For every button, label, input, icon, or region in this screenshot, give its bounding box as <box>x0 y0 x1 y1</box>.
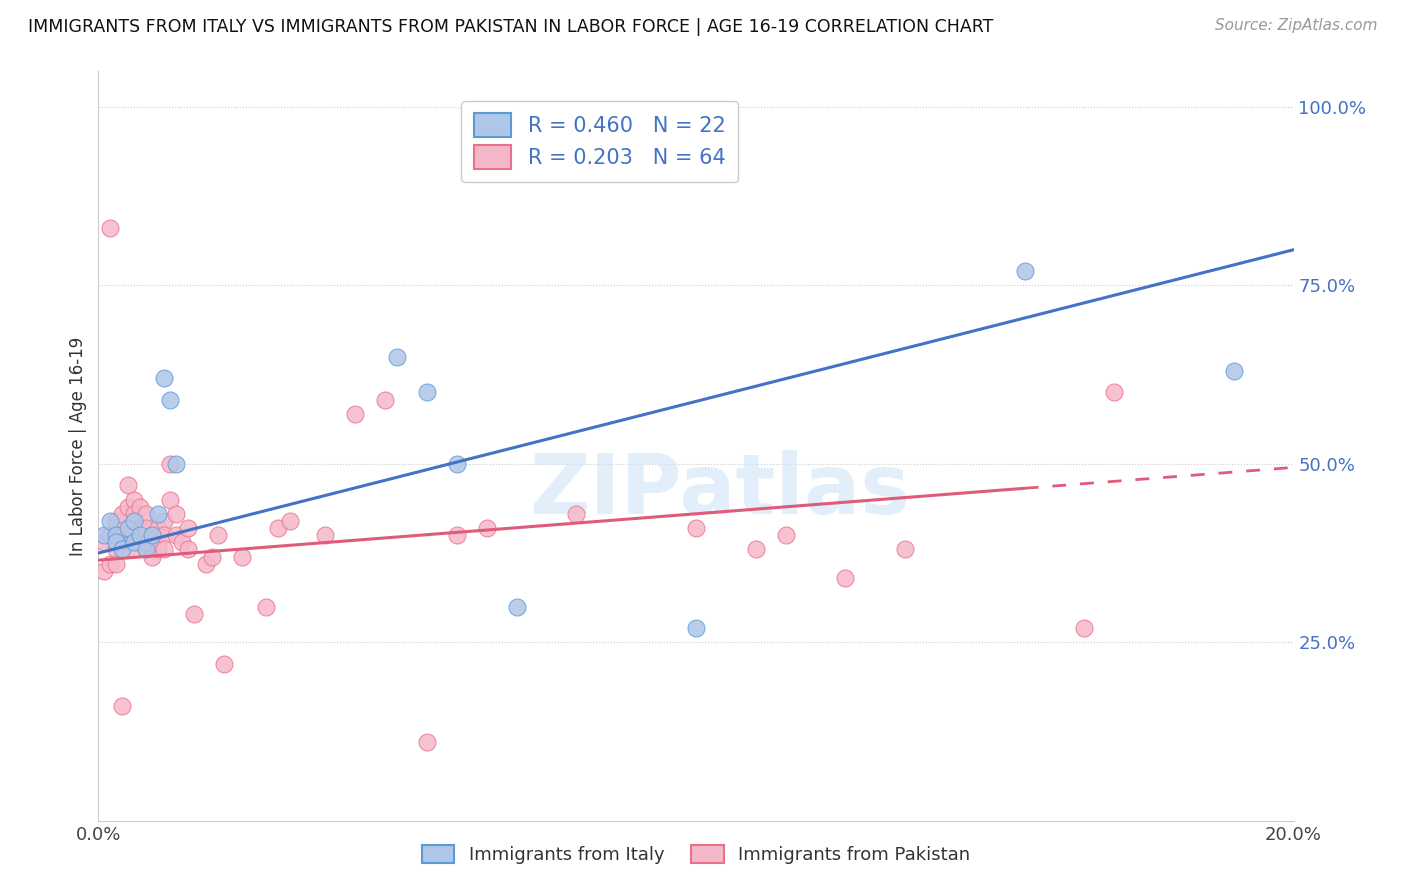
Point <box>207 528 229 542</box>
Point <box>685 521 707 535</box>
Point <box>159 492 181 507</box>
Point <box>1073 621 1095 635</box>
Point <box>93 528 115 542</box>
Point <box>124 542 146 557</box>
Point <box>446 457 468 471</box>
Point <box>135 507 157 521</box>
Point <box>565 507 588 521</box>
Point <box>153 542 176 557</box>
Point <box>129 535 152 549</box>
Point <box>98 514 122 528</box>
Point <box>98 557 122 571</box>
Point <box>148 535 170 549</box>
Point <box>135 542 157 557</box>
Point <box>117 528 139 542</box>
Point <box>177 521 200 535</box>
Point <box>165 457 187 471</box>
Point <box>111 542 134 557</box>
Point <box>148 521 170 535</box>
Point <box>111 528 134 542</box>
Point <box>267 521 290 535</box>
Point <box>124 514 146 528</box>
Point <box>105 528 128 542</box>
Point <box>135 521 157 535</box>
Point <box>129 528 152 542</box>
Point <box>141 528 163 542</box>
Point <box>93 564 115 578</box>
Point <box>165 507 187 521</box>
Point <box>177 542 200 557</box>
Point <box>148 542 170 557</box>
Point <box>117 500 139 514</box>
Point <box>111 699 134 714</box>
Point <box>745 542 768 557</box>
Point <box>201 549 224 564</box>
Point <box>141 549 163 564</box>
Point <box>254 599 277 614</box>
Point <box>685 621 707 635</box>
Point <box>124 507 146 521</box>
Point <box>105 514 128 528</box>
Point <box>105 542 128 557</box>
Point <box>141 528 163 542</box>
Point <box>172 535 194 549</box>
Point <box>231 549 253 564</box>
Point <box>1014 264 1036 278</box>
Point <box>183 607 205 621</box>
Point <box>374 392 396 407</box>
Point <box>111 507 134 521</box>
Text: IMMIGRANTS FROM ITALY VS IMMIGRANTS FROM PAKISTAN IN LABOR FORCE | AGE 16-19 COR: IMMIGRANTS FROM ITALY VS IMMIGRANTS FROM… <box>28 18 994 36</box>
Point <box>775 528 797 542</box>
Point <box>834 571 856 585</box>
Point <box>153 371 176 385</box>
Point <box>165 528 187 542</box>
Point <box>105 535 128 549</box>
Point <box>416 735 439 749</box>
Point <box>1223 364 1246 378</box>
Point <box>124 528 146 542</box>
Point <box>117 478 139 492</box>
Point <box>98 221 122 235</box>
Point <box>93 535 115 549</box>
Point <box>159 457 181 471</box>
Text: ZIPatlas: ZIPatlas <box>530 450 910 532</box>
Point <box>159 392 181 407</box>
Point <box>344 407 367 421</box>
Point <box>117 521 139 535</box>
Point <box>117 535 139 549</box>
Point <box>153 528 176 542</box>
Point <box>153 514 176 528</box>
Point <box>135 542 157 557</box>
Point <box>416 385 439 400</box>
Point <box>124 535 146 549</box>
Y-axis label: In Labor Force | Age 16-19: In Labor Force | Age 16-19 <box>69 336 87 556</box>
Point <box>98 528 122 542</box>
Point <box>475 521 498 535</box>
Point <box>129 521 152 535</box>
Point <box>212 657 235 671</box>
Point <box>105 557 128 571</box>
Point <box>278 514 301 528</box>
Text: Source: ZipAtlas.com: Source: ZipAtlas.com <box>1215 18 1378 33</box>
Point <box>894 542 917 557</box>
Point <box>124 492 146 507</box>
Point <box>195 557 218 571</box>
Point <box>315 528 337 542</box>
Point <box>446 528 468 542</box>
Point <box>129 500 152 514</box>
Point <box>148 507 170 521</box>
Legend: Immigrants from Italy, Immigrants from Pakistan: Immigrants from Italy, Immigrants from P… <box>415 838 977 871</box>
Point <box>506 599 529 614</box>
Point <box>141 542 163 557</box>
Point <box>1104 385 1126 400</box>
Point <box>385 350 409 364</box>
